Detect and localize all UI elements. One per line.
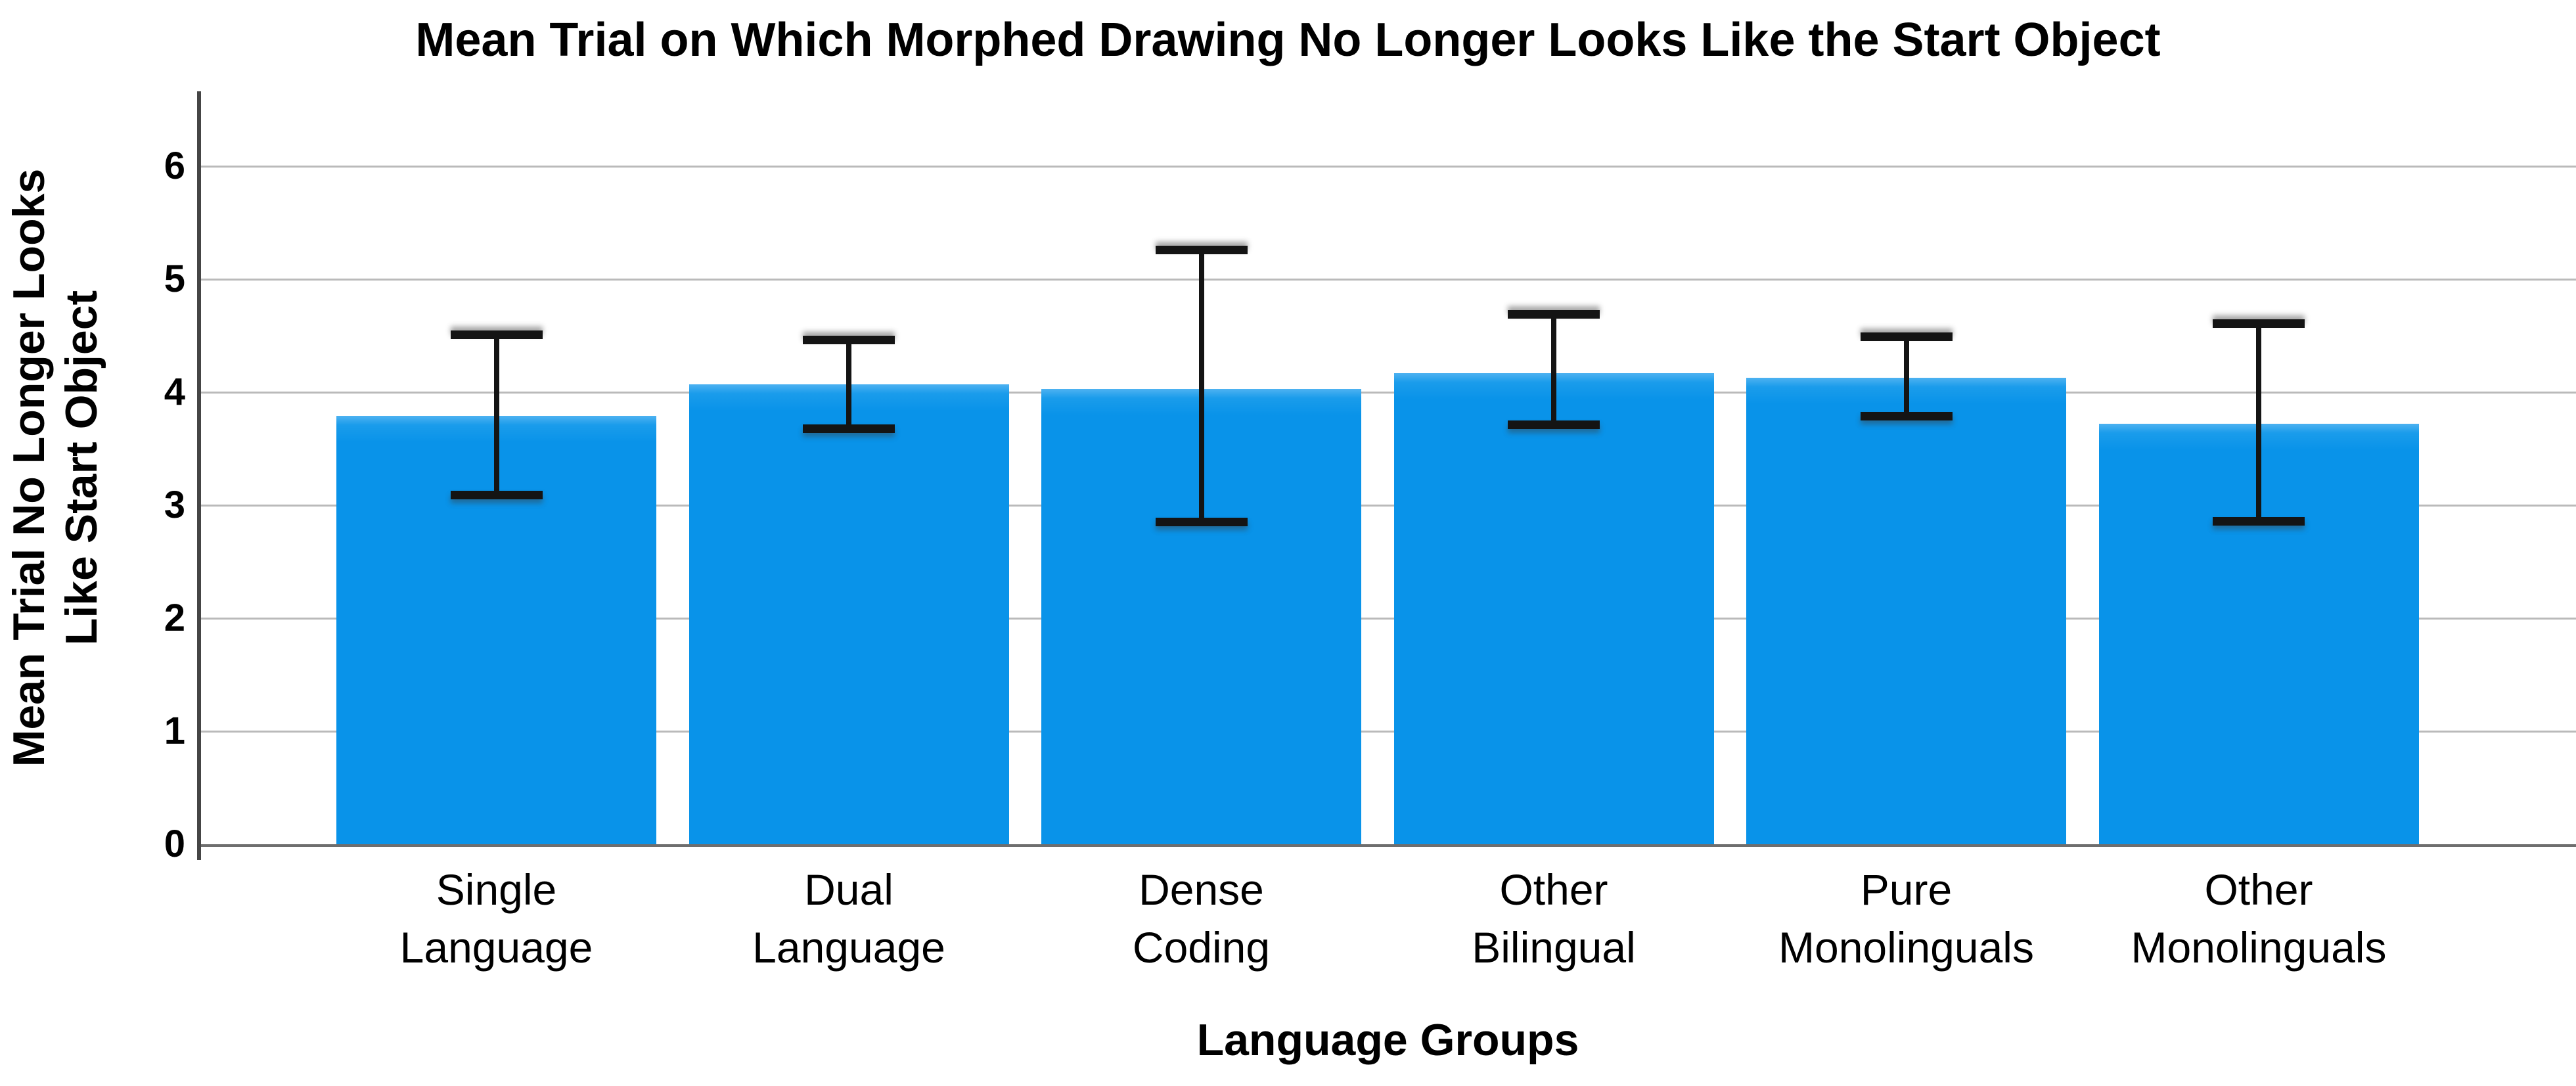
category-label-pure-monolinguals: Pure Monolinguals [1723,861,2090,976]
error-cap-low-pure-monolinguals [1860,411,1953,420]
error-cap-high-dual-language [803,336,895,345]
category-label-single-language: Single Language [313,861,681,976]
y-axis-line [197,91,201,860]
category-label-dense-coding-line-1: Dense [1139,865,1264,914]
chart-title: Mean Trial on Which Morphed Drawing No L… [415,14,2161,66]
bar-other-bilingual [1393,373,1714,844]
category-label-other-monolinguals: Other Monolinguals [2075,861,2443,976]
error-cap-high-single-language [450,330,543,339]
error-whisker-other-monolinguals [2256,323,2261,522]
error-cap-low-other-bilingual [1508,420,1600,430]
error-whisker-dual-language [846,340,851,429]
ytick-label-6: 6 [164,145,185,187]
category-label-dual-language-line-1: Dual [804,865,893,914]
gridline-6 [200,165,2576,168]
ytick-label-5: 5 [164,258,185,300]
category-label-other-bilingual: Other Bilingual [1370,861,1738,976]
category-label-dual-language-line-2: Language [752,923,945,972]
category-label-other-monolinguals-line-1: Other [2204,865,2313,914]
error-cap-low-other-monolinguals [2213,516,2305,526]
ytick-label-4: 4 [164,371,185,413]
error-whisker-pure-monolinguals [1903,336,1909,417]
error-cap-low-single-language [450,491,543,500]
error-cap-high-pure-monolinguals [1860,332,1953,342]
error-whisker-other-bilingual [1551,314,1556,425]
error-cap-low-dense-coding [1155,518,1248,527]
category-label-pure-monolinguals-line-2: Monolinguals [1778,923,2034,972]
error-cap-high-dense-coding [1155,245,1248,254]
category-label-dual-language: Dual Language [665,861,1033,976]
x-axis-baseline [200,844,2576,847]
category-label-pure-monolinguals-line-1: Pure [1860,865,1953,914]
x-axis-title: Language Groups [1196,1015,1579,1065]
error-whisker-single-language [493,334,499,495]
bar-dual-language [689,384,1009,844]
gridline-4 [200,391,2576,394]
category-label-single-language-line-2: Language [399,923,593,972]
error-cap-low-dual-language [803,424,895,433]
ytick-label-0: 0 [164,823,185,865]
bar-pure-monolinguals [1746,377,2066,844]
category-label-other-monolinguals-line-2: Monolinguals [2131,923,2387,972]
gridline-3 [200,504,2576,507]
gridline-1 [200,730,2576,733]
error-cap-high-other-bilingual [1508,309,1600,319]
category-label-single-language-line-1: Single [436,865,557,914]
ytick-label-1: 1 [164,710,185,752]
category-label-dense-coding-line-2: Coding [1132,923,1271,972]
ytick-label-2: 2 [164,597,185,639]
category-label-other-bilingual-line-1: Other [1499,865,1608,914]
category-label-other-bilingual-line-2: Bilingual [1472,923,1636,972]
ytick-label-3: 3 [164,484,185,526]
error-whisker-dense-coding [1198,250,1204,522]
error-cap-high-other-monolinguals [2213,319,2305,328]
gridline-2 [200,617,2576,620]
category-label-dense-coding: Dense Coding [1018,861,1386,976]
gridline-5 [200,278,2576,281]
